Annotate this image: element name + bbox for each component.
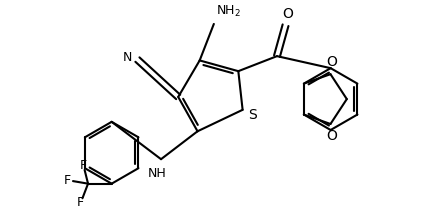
Text: F: F: [77, 196, 84, 209]
Text: O: O: [282, 7, 293, 21]
Text: NH$_2$: NH$_2$: [216, 4, 241, 19]
Text: F: F: [80, 159, 87, 172]
Text: O: O: [326, 55, 337, 69]
Text: S: S: [247, 108, 256, 122]
Text: O: O: [326, 129, 337, 143]
Text: NH: NH: [147, 167, 166, 180]
Text: F: F: [64, 174, 71, 187]
Text: N: N: [123, 51, 132, 64]
